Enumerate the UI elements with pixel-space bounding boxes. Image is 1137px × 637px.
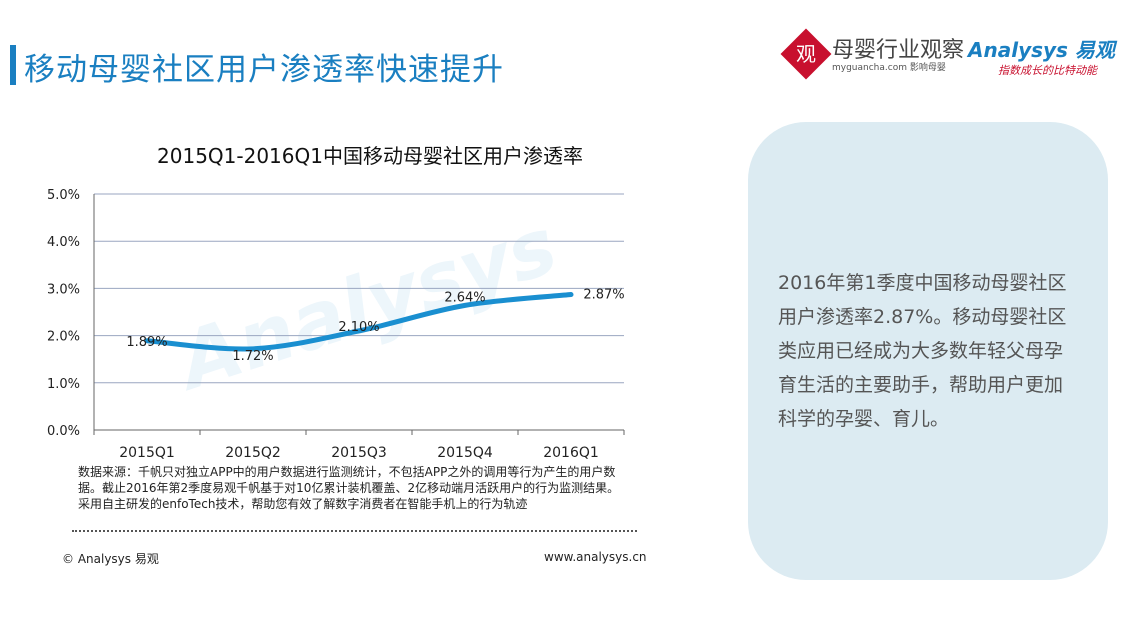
copyright: © Analysys 易观 xyxy=(62,552,159,566)
footer-divider xyxy=(72,530,637,532)
y-tick-label: 4.0% xyxy=(47,235,80,250)
axes: 0.0% 1.0% 2.0% 3.0% 4.0% 5.0% 2015Q1 2015Q2 2015… xyxy=(47,188,625,461)
data-label: 1.89% xyxy=(126,335,167,350)
series-line-layer xyxy=(144,292,574,352)
y-tick-label: 0.0% xyxy=(47,424,80,439)
data-label-layer: 1.89% 1.72% 2.10% 2.64% 2.87% xyxy=(126,288,624,364)
logo-group: 观 母婴行业观察 myguancha.com 影响母婴 Analysys 易观 … xyxy=(780,28,1128,84)
x-tick-label: 2015Q1 xyxy=(119,445,175,461)
y-tick-label: 2.0% xyxy=(47,330,80,345)
data-label: 2.10% xyxy=(338,320,379,335)
summary-text: 2016年第1季度中国移动母婴社区用户渗透率2.87%。移动母婴社区类应用已经成… xyxy=(778,272,1067,430)
x-tick-label: 2016Q1 xyxy=(543,445,599,461)
data-source-note: 数据来源：千帆只对独立APP中的用户数据进行监测统计，不包括APP之外的调用等行… xyxy=(78,465,620,511)
y-tick-label: 5.0% xyxy=(47,188,80,203)
x-tick-label: 2015Q4 xyxy=(437,445,493,461)
title-accent-bar xyxy=(10,45,16,85)
x-tick-label: 2015Q2 xyxy=(225,445,281,461)
x-tick-label: 2015Q3 xyxy=(331,445,387,461)
data-label: 2.87% xyxy=(583,288,624,303)
data-label: 2.64% xyxy=(444,290,485,305)
gridlines xyxy=(94,193,624,384)
data-label: 1.72% xyxy=(232,349,273,364)
y-tick-label: 1.0% xyxy=(47,377,80,392)
y-tick-label: 3.0% xyxy=(47,282,80,297)
summary-panel xyxy=(748,122,1108,580)
brand-slogan: 指数成长的比特动能 xyxy=(998,64,1097,77)
watermark-text: Analysys xyxy=(163,201,567,409)
brand-name-cn: 母婴行业观察 xyxy=(832,38,965,63)
brand-subtitle: myguancha.com 影响母婴 xyxy=(832,63,946,73)
watermark-layer: Analysys xyxy=(163,201,567,409)
page-title: 移动母婴社区用户渗透率快速提升 xyxy=(24,52,504,88)
website-link[interactable]: www.analysys.cn xyxy=(544,550,647,564)
analysys-logo: Analysys 易观 xyxy=(968,38,1115,62)
chart-title: 2015Q1-2016Q1中国移动母婴社区用户渗透率 xyxy=(157,144,583,168)
